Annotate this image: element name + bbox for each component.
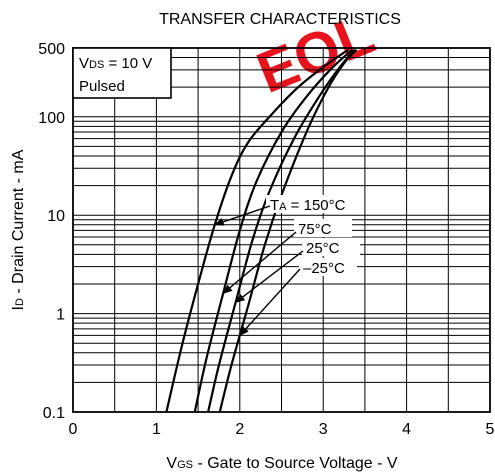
y-tick-label: 500 <box>38 41 65 58</box>
chart-title: TRANSFER CHARACTERISTICS <box>159 11 401 28</box>
y-tick-label: 0.1 <box>43 405 65 422</box>
x-tick-label: 2 <box>235 421 244 438</box>
temperature-label: 25°C <box>306 240 340 257</box>
x-axis-label: VGS - Gate to Source Voltage - V <box>166 455 397 472</box>
y-tick-label: 10 <box>47 208 65 225</box>
label-bg <box>302 238 360 256</box>
label-bg <box>294 219 352 237</box>
conditions-frame <box>72 47 172 99</box>
temperature-label: 75°C <box>298 221 332 238</box>
temperature-label: TA = 150°C <box>270 197 346 214</box>
series-line <box>165 48 349 413</box>
y-tick-label: 100 <box>38 110 65 127</box>
label-arrow <box>234 250 304 303</box>
x-tick-labels: 0 1 2 3 4 5 <box>69 421 495 438</box>
label-arrow <box>239 268 301 337</box>
x-tick-label: 5 <box>486 421 495 438</box>
x-tick-label: 3 <box>319 421 328 438</box>
plot-frame <box>72 47 491 413</box>
temperature-labels: TA = 150°C 75°C 25°C –25°C <box>213 195 360 337</box>
grid <box>72 47 491 413</box>
x-tick-label: 0 <box>69 421 78 438</box>
x-tick-label: 4 <box>402 421 411 438</box>
label-arrow <box>213 205 271 226</box>
label-bg <box>299 258 357 276</box>
condition-vds: VDS = 10 V <box>79 55 152 72</box>
x-tick-label: 1 <box>152 421 161 438</box>
conditions-box: VDS = 10 V Pulsed <box>72 47 172 99</box>
y-axis-label: ID - Drain Current - mA <box>10 149 27 310</box>
y-tick-label: 1 <box>56 307 65 324</box>
condition-pulsed: Pulsed <box>79 78 125 95</box>
series-line <box>193 48 354 413</box>
series-line <box>207 49 356 413</box>
label-arrow <box>222 231 297 295</box>
temperature-label: –25°C <box>303 260 345 277</box>
y-tick-labels: 0.1 1 10 100 500 <box>38 41 65 422</box>
label-bg <box>266 195 352 213</box>
